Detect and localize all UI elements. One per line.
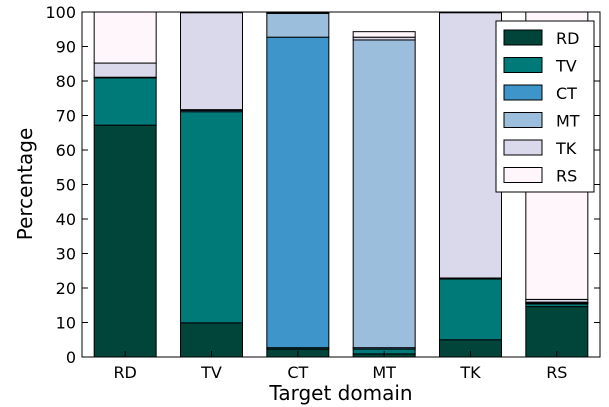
x-tick-label-ct: CT: [287, 363, 308, 382]
x-tick-label-rd: RD: [113, 363, 136, 382]
bar-tk-tv: [439, 278, 502, 341]
legend-swatch-tk: [503, 139, 543, 156]
y-axis-label: Percentage: [13, 128, 37, 241]
legend-label-rs: RS: [556, 167, 577, 186]
legend-label-rd: RD: [556, 29, 579, 48]
legend-swatch-mt: [503, 112, 543, 128]
y-tick-label: 70: [56, 107, 76, 126]
bar-ct-mt: [266, 12, 330, 38]
y-tick-label: 100: [45, 3, 76, 22]
bar-rd-tk: [93, 62, 157, 78]
legend: RD TV CT MT TK RS: [495, 20, 595, 193]
y-tick-label: 0: [66, 348, 76, 367]
x-tick-label-rs: RS: [546, 363, 567, 382]
y-tick-label: 90: [56, 38, 76, 57]
x-axis-label: Target domain: [268, 381, 412, 405]
legend-swatch-tv: [503, 57, 543, 73]
legend-label-tv: TV: [555, 57, 577, 76]
y-tick-label: 10: [56, 314, 76, 333]
bar-tv-tv: [180, 111, 243, 324]
bar-mt-rs: [352, 31, 416, 38]
x-tick-label-tk: TK: [459, 363, 481, 382]
bar-tv-tk: [180, 12, 243, 111]
legend-swatch-rs: [503, 167, 543, 183]
bar-rd-tv: [93, 77, 157, 126]
y-tick-label: 60: [56, 141, 76, 160]
bar-tk-tk: [439, 12, 502, 279]
x-axis-ticks: RD TV CT MT TK RS: [113, 351, 567, 382]
legend-label-mt: MT: [556, 112, 580, 131]
y-tick-label: 20: [56, 279, 76, 298]
plot-frame: [81, 11, 601, 358]
legend-label-ct: CT: [556, 84, 577, 103]
bar-rd-rs: [93, 11, 157, 64]
y-axis-ticks: 0 10 20 30 40 50 60 70 80 90 100: [45, 3, 600, 367]
y-tick-label: 80: [56, 72, 76, 91]
x-tick-label-mt: MT: [372, 363, 396, 382]
bar-rs-rd: [525, 306, 589, 358]
y-tick-label: 30: [56, 245, 76, 264]
bar-mt-mt: [352, 39, 416, 349]
legend-label-tk: TK: [555, 139, 577, 158]
legend-swatch-rd: [503, 29, 543, 46]
bar-ct-ct: [266, 36, 330, 349]
y-tick-label: 50: [56, 176, 76, 195]
legend-swatch-ct: [503, 84, 543, 101]
x-tick-label-tv: TV: [200, 363, 222, 382]
legend-box: [495, 20, 595, 193]
y-tick-label: 40: [56, 210, 76, 229]
bar-rd-rd: [93, 124, 157, 358]
